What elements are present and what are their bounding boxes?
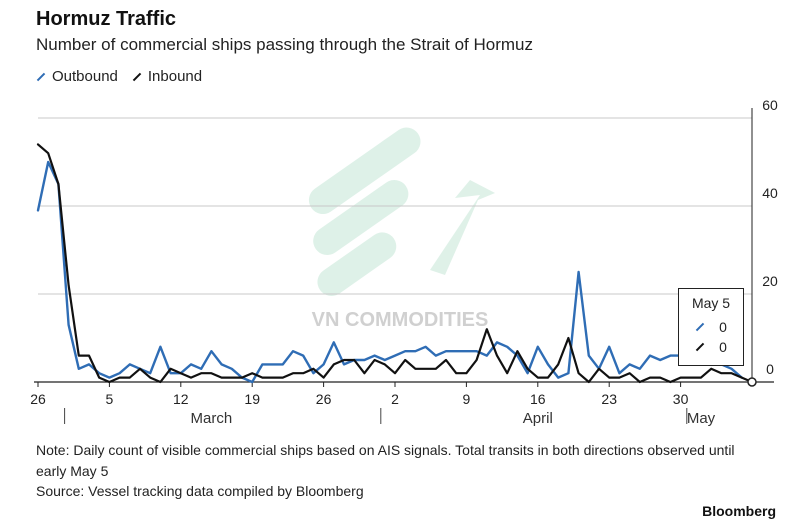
x-tick-label-4: 26 (316, 391, 332, 407)
x-tick-label-5: 2 (391, 391, 399, 407)
chart-note: Note: Daily count of visible commercial … (36, 442, 735, 479)
watermark-arrow-icon (430, 180, 495, 275)
x-tick-label-2: 12 (173, 391, 189, 407)
y-axis: 0 20 40 60 (751, 97, 778, 382)
x-tick-label-3: 19 (244, 391, 260, 407)
callout-value-outbound: 0 (719, 319, 727, 335)
legend-item-outbound: Outbound (36, 68, 118, 85)
x-tick-label-1: 5 (106, 391, 114, 407)
x-tick-label-8: 23 (601, 391, 617, 407)
watermark: VN COMMODITIES (308, 127, 495, 331)
brand-logo: Bloomberg (702, 503, 776, 519)
legend-label-outbound: Outbound (52, 68, 118, 85)
chart-source: Source: Vessel tracking data compiled by… (36, 483, 364, 499)
legend-item-inbound: Inbound (132, 68, 202, 85)
x-axis: 26 5 12 19 26 2 9 16 23 30 March April May (30, 381, 774, 427)
x-tick-label-7: 16 (530, 391, 546, 407)
latest-value-callout: May 5 0 0 (678, 288, 744, 366)
x-tick-label-6: 9 (463, 391, 471, 407)
watermark-bar-1 (317, 232, 397, 296)
series-lines (36, 143, 754, 384)
month-label-march: March (191, 410, 233, 427)
y-tick-label-0: 0 (766, 361, 774, 377)
y-tick-label-40: 40 (762, 185, 778, 201)
series-line-inbound (36, 143, 754, 384)
watermark-bar-3 (308, 127, 421, 215)
callout-swatch-inbound (695, 342, 705, 352)
month-label-april: April (523, 410, 553, 427)
callout-value-inbound: 0 (719, 339, 727, 355)
y-tick-label-20: 20 (762, 273, 778, 289)
month-label-may: May (687, 410, 716, 427)
callout-date: May 5 (691, 295, 731, 311)
watermark-bar-2 (313, 179, 409, 256)
watermark-text: VN COMMODITIES (312, 309, 489, 331)
chart-title: Hormuz Traffic (36, 8, 177, 30)
legend: Outbound Inbound (36, 68, 202, 85)
callout-swatch-outbound (695, 322, 705, 332)
chart-subtitle: Number of commercial ships passing throu… (36, 35, 533, 54)
gridlines (38, 117, 752, 295)
callout-row-outbound: 0 (685, 317, 737, 337)
x-tick-label-0: 26 (30, 391, 46, 407)
series-line-outbound (36, 160, 743, 384)
legend-label-inbound: Inbound (147, 68, 203, 85)
callout-row-inbound: 0 (685, 337, 737, 357)
series-endpoint-marker (747, 377, 757, 387)
y-tick-label-60: 60 (762, 97, 778, 113)
x-tick-label-9: 30 (673, 391, 689, 407)
